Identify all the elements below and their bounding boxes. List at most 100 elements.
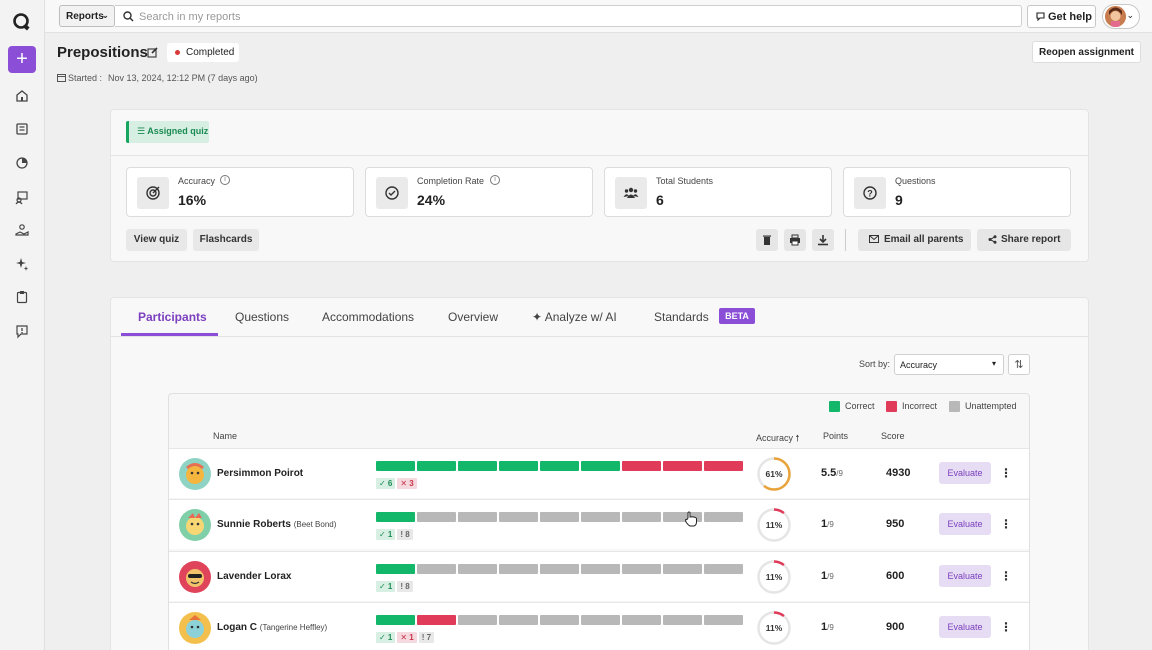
points: 1/9 [821,570,834,582]
feedback-icon[interactable] [14,323,30,339]
library-icon[interactable] [14,121,30,137]
share-report-button[interactable]: Share report [977,229,1071,251]
search-bar[interactable] [115,5,1022,27]
answer-segment [499,512,538,522]
chevron-down-icon: ▾ [991,359,996,368]
print-button[interactable] [784,229,806,251]
answer-bar [376,564,743,574]
answer-segment [458,461,497,471]
answer-segment [663,564,702,574]
user-menu[interactable]: ⌄ [1102,4,1140,29]
table-row[interactable]: Lavender Lorax ✓ 1! 8 11% 1/9 600 Evalua… [169,551,1029,601]
evaluate-button[interactable]: Evaluate [939,616,991,638]
legend-label: Incorrect [902,401,938,411]
tab-standards[interactable]: Standards [654,310,709,324]
tab-questions[interactable]: Questions [235,310,290,324]
column-header-accuracy[interactable]: Accuracy 🠕 [756,431,799,447]
table-row[interactable]: Logan C (Tangerine Heffley) ✓ 1 ✕ 1! 7 11… [169,602,1029,650]
info-icon[interactable]: i [220,175,230,185]
quizizz-logo-icon[interactable] [12,12,32,32]
answer-segment [663,512,702,522]
answer-segment [376,564,415,574]
more-options-icon[interactable]: ⋮ [1000,517,1012,531]
view-quiz-button[interactable]: View quiz [126,229,187,251]
stat-accuracy: Accuracy i 16% [126,167,354,217]
answer-segment [376,615,415,625]
stat-label: Questions [895,176,936,186]
tab-accommodations[interactable]: Accommodations [322,310,415,324]
tab-analyze-ai[interactable]: ✦ Analyze w/ AI [532,310,617,324]
answer-segment [499,615,538,625]
accuracy-ring: 61% [757,457,791,491]
points-total: /9 [836,469,843,478]
edit-icon[interactable] [147,47,158,58]
legend-swatch [886,401,897,412]
legend-swatch [829,401,840,412]
download-button[interactable] [812,229,834,251]
correct-count: ✓ 1 [376,581,396,592]
accuracy-ring: 11% [757,611,791,645]
delete-button[interactable] [756,229,778,251]
home-icon[interactable] [14,88,30,104]
flashcards-button[interactable]: Flashcards [193,229,259,251]
target-icon [137,177,169,209]
evaluate-button[interactable]: Evaluate [939,462,991,484]
column-header-name: Name [213,431,238,441]
sort-direction-button[interactable]: ⇅ [1008,354,1030,375]
accommodations-icon[interactable] [14,222,30,238]
tab-overview[interactable]: Overview [448,310,499,324]
stat-value: 16% [178,192,207,208]
answer-segment [540,564,579,574]
search-scope-dropdown[interactable]: Reports ⌄ [59,5,115,27]
active-tab-indicator [121,333,218,336]
points-value: 1 [821,570,828,582]
answer-segment [540,615,579,625]
stat-label: Accuracy [178,176,216,186]
reports-icon[interactable] [14,155,30,171]
more-options-icon[interactable]: ⋮ [1000,466,1012,480]
accuracy-ring: 11% [757,560,791,594]
legend-unattempted: Unattempted [949,401,1017,412]
more-options-icon[interactable]: ⋮ [1000,569,1012,583]
correct-count: ✓ 1 [376,632,396,643]
sidebar: + [0,0,45,650]
stat-completion-rate: Completion Rate i 24% [365,167,593,217]
email-all-parents-button[interactable]: Email all parents [858,229,971,251]
unattempted-count: ! 8 [397,581,413,592]
evaluate-button[interactable]: Evaluate [939,513,991,535]
table-row[interactable]: Sunnie Roberts (Beet Bond) ✓ 1! 8 11% 1/… [169,499,1029,549]
answer-segment [376,512,415,522]
sparkle-icon: ✦ [532,310,545,324]
check-circle-icon [376,177,408,209]
answer-bar [376,461,743,471]
evaluate-button[interactable]: Evaluate [939,565,991,587]
answer-segment [458,564,497,574]
answer-segment [417,615,456,625]
tab-participants[interactable]: Participants [138,310,207,324]
get-help-button[interactable]: Get help [1027,5,1096,28]
points-total: /9 [827,520,834,529]
accuracy-value: 11% [766,623,783,633]
ai-sparkle-icon[interactable] [14,256,30,272]
started-label: Started : [68,73,103,83]
table-row[interactable]: Persimmon Poirot ✓ 6 ✕ 3 61% 5.5/9 4930 E… [169,448,1029,498]
sort-select[interactable]: Accuracy ▾ [894,354,1004,375]
classes-icon[interactable] [14,189,30,205]
search-input[interactable] [139,9,999,24]
create-new-button[interactable]: + [8,46,36,73]
answer-segment [499,564,538,574]
participant-alias: (Beet Bond) [293,520,337,529]
column-header-points: Points [823,431,849,441]
more-options-icon[interactable]: ⋮ [1000,620,1012,634]
answer-segment [458,512,497,522]
participant-name-text: Logan C [217,622,257,633]
answer-segment [540,512,579,522]
clipboard-icon[interactable] [14,289,30,305]
info-icon[interactable]: i [490,175,500,185]
unattempted-count: ! 7 [418,632,435,643]
participant-alias: (Tangerine Heffley) [259,623,328,632]
reopen-assignment-button[interactable]: Reopen assignment [1032,41,1141,63]
answer-segment [663,461,702,471]
top-bar: Reports⌄ Get help ⌄ [45,0,1152,33]
answer-segment [499,461,538,471]
